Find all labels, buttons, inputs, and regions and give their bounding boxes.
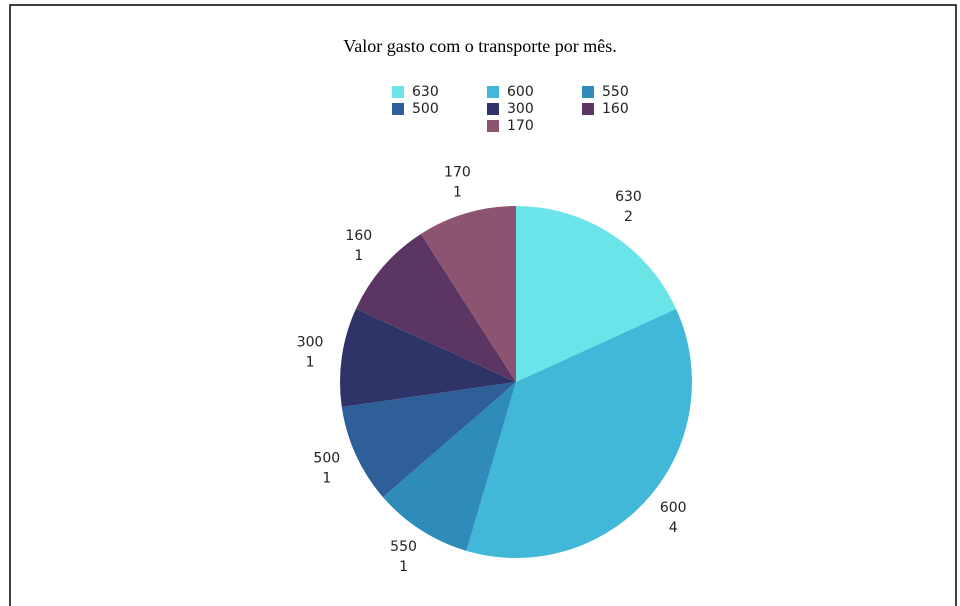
legend-swatch	[487, 86, 499, 98]
pie-slice	[420, 206, 516, 382]
legend-swatch	[487, 103, 499, 115]
legend-label: 600	[507, 84, 534, 100]
slice-label-value: 1	[453, 184, 462, 200]
slice-label-category: 630	[615, 189, 642, 205]
pie-slice	[340, 308, 516, 408]
legend-swatch	[582, 86, 594, 98]
slice-label-category: 170	[444, 164, 471, 180]
slice-label-category: 500	[313, 450, 340, 466]
chart-title: Valor gasto com o transporte por mês.	[343, 36, 616, 56]
slice-label-value: 1	[354, 248, 363, 264]
legend-swatch	[582, 103, 594, 115]
pie-slice	[382, 382, 516, 551]
slice-label-value: 1	[322, 470, 331, 486]
legend-label: 550	[602, 84, 629, 100]
legend-label: 300	[507, 101, 534, 117]
legend-label: 630	[412, 84, 439, 100]
legend-swatch	[392, 103, 404, 115]
pie-slice	[516, 206, 677, 382]
slice-label-category: 300	[297, 334, 324, 350]
slice-label-category: 550	[390, 539, 417, 555]
legend-label: 160	[602, 101, 629, 117]
legend-label: 170	[507, 118, 534, 134]
slice-label-value: 1	[306, 354, 315, 370]
slice-label-value: 2	[624, 209, 633, 225]
slice-label-category: 160	[345, 228, 372, 244]
slice-label-value: 4	[669, 520, 678, 536]
legend-swatch	[392, 86, 404, 98]
pie-slice	[355, 233, 516, 382]
legend-label: 500	[412, 101, 439, 117]
legend-swatch	[487, 120, 499, 132]
pie-slice	[341, 382, 516, 498]
slice-label-category: 600	[660, 500, 687, 516]
slice-label-value: 1	[399, 559, 408, 575]
pie-slice	[466, 308, 692, 558]
